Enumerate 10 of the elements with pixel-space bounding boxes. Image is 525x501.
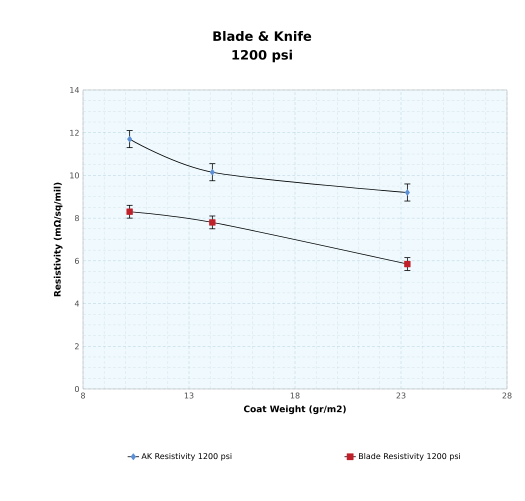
point: [127, 136, 132, 142]
x-axis-title: Coat Weight (gr/m2): [244, 405, 346, 414]
y-axis-title: Resistivity (mΩ/sq/mil): [54, 182, 63, 296]
point: [209, 219, 216, 226]
point: [404, 260, 411, 268]
chart-subtitle: 1200 psi: [232, 50, 292, 62]
point: [404, 189, 410, 196]
point: [210, 169, 215, 176]
chart-title: Blade & Knife: [213, 30, 312, 42]
point: [126, 208, 133, 215]
